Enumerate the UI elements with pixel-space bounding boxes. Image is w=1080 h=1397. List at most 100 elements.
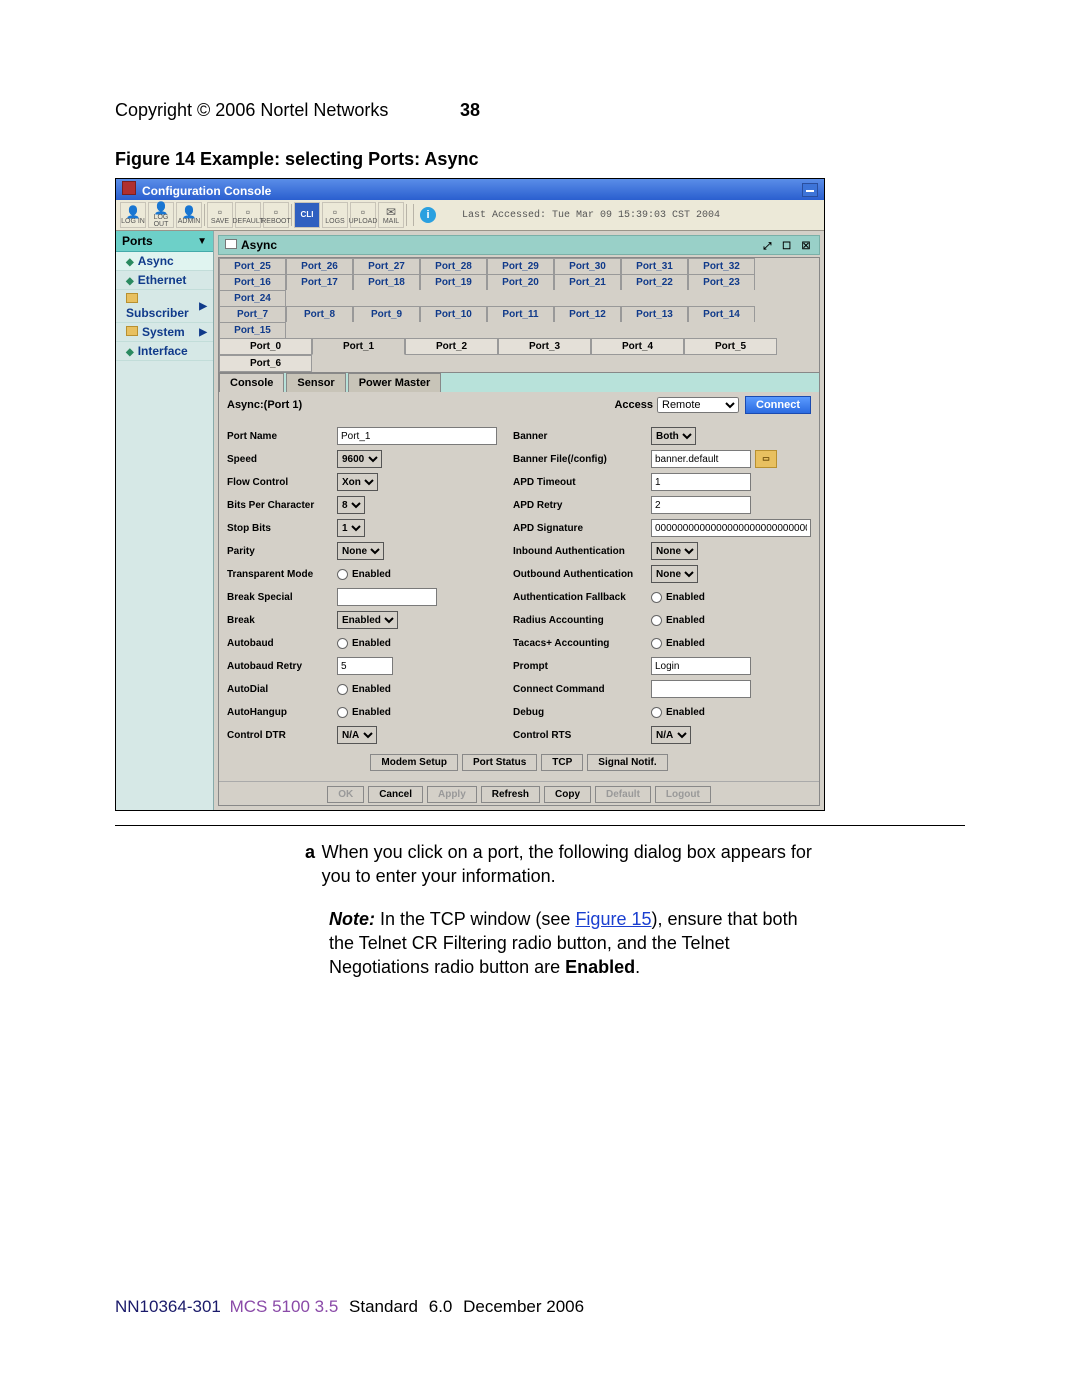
sidebar-header[interactable]: Ports ▼ bbox=[116, 231, 213, 252]
close-icon[interactable]: ☒ bbox=[799, 241, 813, 252]
toolbar-btn-default[interactable]: ▫DEFAULT bbox=[235, 202, 261, 228]
sub-tab-sensor[interactable]: Sensor bbox=[286, 373, 345, 392]
select-input[interactable]: N/A bbox=[651, 726, 691, 744]
select-input[interactable]: N/A bbox=[337, 726, 377, 744]
select-input[interactable]: Xon bbox=[337, 473, 378, 491]
field-label: Break bbox=[227, 615, 337, 626]
copy-button[interactable]: Copy bbox=[544, 786, 591, 803]
sidebar-item-label: Interface bbox=[138, 344, 188, 358]
modem-setup-button[interactable]: Modem Setup bbox=[370, 754, 458, 771]
tcp-button[interactable]: TCP bbox=[541, 754, 583, 771]
sidebar-item-system[interactable]: System▶ bbox=[116, 323, 213, 342]
select-input[interactable]: Both bbox=[651, 427, 696, 445]
sidebar-item-async[interactable]: ◆Async bbox=[116, 252, 213, 271]
toolbar-btn-upload[interactable]: ▫UPLOAD bbox=[350, 202, 376, 228]
port-tab-port_27[interactable]: Port_27 bbox=[353, 258, 420, 274]
sidebar-item-subscriber[interactable]: Subscriber▶ bbox=[116, 290, 213, 323]
port-status-button[interactable]: Port Status bbox=[462, 754, 537, 771]
toolbar-btn-mail[interactable]: ✉MAIL bbox=[378, 202, 404, 228]
select-input[interactable]: None bbox=[651, 565, 698, 583]
restore-icon[interactable]: ⤢ bbox=[760, 241, 774, 252]
port-tab-port_18[interactable]: Port_18 bbox=[353, 274, 420, 290]
minimize-icon[interactable] bbox=[802, 183, 818, 197]
text-input[interactable] bbox=[651, 657, 751, 675]
port-tab-port_21[interactable]: Port_21 bbox=[554, 274, 621, 290]
text-input[interactable] bbox=[337, 657, 393, 675]
radio-button[interactable] bbox=[337, 569, 348, 580]
port-tab-port_13[interactable]: Port_13 bbox=[621, 306, 688, 322]
port-tab-port_32[interactable]: Port_32 bbox=[688, 258, 755, 274]
port-tab-port_11[interactable]: Port_11 bbox=[487, 306, 554, 322]
port-tab-port_6[interactable]: Port_6 bbox=[219, 355, 312, 372]
connect-button[interactable]: Connect bbox=[745, 396, 811, 414]
port-tab-port_30[interactable]: Port_30 bbox=[554, 258, 621, 274]
radio-button[interactable] bbox=[651, 615, 662, 626]
port-tab-port_2[interactable]: Port_2 bbox=[405, 338, 498, 355]
port-tab-port_22[interactable]: Port_22 bbox=[621, 274, 688, 290]
port-tab-port_17[interactable]: Port_17 bbox=[286, 274, 353, 290]
port-tab-port_1[interactable]: Port_1 bbox=[312, 338, 405, 355]
port-tab-port_28[interactable]: Port_28 bbox=[420, 258, 487, 274]
toolbar-btn-logs[interactable]: ▫LOGS bbox=[322, 202, 348, 228]
sidebar-item-interface[interactable]: ◆Interface bbox=[116, 342, 213, 361]
text-input[interactable] bbox=[651, 473, 751, 491]
port-tab-port_8[interactable]: Port_8 bbox=[286, 306, 353, 322]
radio-button[interactable] bbox=[337, 684, 348, 695]
text-input[interactable] bbox=[651, 519, 811, 537]
toolbar-btn-log-in[interactable]: 👤LOG IN bbox=[120, 202, 146, 228]
port-tab-port_10[interactable]: Port_10 bbox=[420, 306, 487, 322]
access-select[interactable]: Remote bbox=[657, 397, 739, 413]
radio-button[interactable] bbox=[337, 707, 348, 718]
select-input[interactable]: None bbox=[651, 542, 698, 560]
select-input[interactable]: None bbox=[337, 542, 384, 560]
radio-label: Enabled bbox=[666, 615, 705, 626]
port-tab-port_12[interactable]: Port_12 bbox=[554, 306, 621, 322]
port-tab-port_3[interactable]: Port_3 bbox=[498, 338, 591, 355]
toolbar-btn-admin[interactable]: 👤ADMIN bbox=[176, 202, 202, 228]
field-label: Autobaud Retry bbox=[227, 661, 337, 672]
toolbar-btn-reboot[interactable]: ▫REBOOT bbox=[263, 202, 289, 228]
port-tab-port_5[interactable]: Port_5 bbox=[684, 338, 777, 355]
port-tab-port_9[interactable]: Port_9 bbox=[353, 306, 420, 322]
text-input[interactable] bbox=[651, 496, 751, 514]
text-input[interactable] bbox=[337, 588, 437, 606]
text-input[interactable] bbox=[651, 450, 751, 468]
radio-button[interactable] bbox=[651, 638, 662, 649]
refresh-button[interactable]: Refresh bbox=[481, 786, 540, 803]
select-input[interactable]: 9600 bbox=[337, 450, 382, 468]
toolbar-btn-cli[interactable]: CLI bbox=[294, 202, 320, 228]
file-browse-button[interactable]: ▭ bbox=[755, 450, 777, 468]
port-tab-port_15[interactable]: Port_15 bbox=[219, 322, 286, 338]
port-tab-port_29[interactable]: Port_29 bbox=[487, 258, 554, 274]
port-tab-port_14[interactable]: Port_14 bbox=[688, 306, 755, 322]
port-tab-port_23[interactable]: Port_23 bbox=[688, 274, 755, 290]
toolbar-btn-log-out[interactable]: 👤LOG OUT bbox=[148, 202, 174, 228]
port-tab-port_20[interactable]: Port_20 bbox=[487, 274, 554, 290]
select-input[interactable]: 8 bbox=[337, 496, 365, 514]
port-tab-port_16[interactable]: Port_16 bbox=[219, 274, 286, 290]
info-icon[interactable]: i bbox=[420, 207, 436, 223]
text-input[interactable] bbox=[651, 680, 751, 698]
port-tab-port_24[interactable]: Port_24 bbox=[219, 290, 286, 306]
sidebar-item-ethernet[interactable]: ◆Ethernet bbox=[116, 271, 213, 290]
select-input[interactable]: 1 bbox=[337, 519, 365, 537]
radio-button[interactable] bbox=[651, 592, 662, 603]
port-tab-port_4[interactable]: Port_4 bbox=[591, 338, 684, 355]
sub-tab-power-master[interactable]: Power Master bbox=[348, 373, 442, 392]
port-tab-port_19[interactable]: Port_19 bbox=[420, 274, 487, 290]
maximize-icon[interactable]: ☐ bbox=[780, 241, 794, 252]
cancel-button[interactable]: Cancel bbox=[368, 786, 423, 803]
signal-notif--button[interactable]: Signal Notif. bbox=[587, 754, 667, 771]
port-tab-port_26[interactable]: Port_26 bbox=[286, 258, 353, 274]
port-tab-port_31[interactable]: Port_31 bbox=[621, 258, 688, 274]
radio-button[interactable] bbox=[651, 707, 662, 718]
sub-tab-console[interactable]: Console bbox=[219, 373, 284, 392]
radio-button[interactable] bbox=[337, 638, 348, 649]
port-tab-port_7[interactable]: Port_7 bbox=[219, 306, 286, 322]
port-tab-port_0[interactable]: Port_0 bbox=[219, 338, 312, 355]
figure-15-link[interactable]: Figure 15 bbox=[575, 909, 651, 929]
port-tab-port_25[interactable]: Port_25 bbox=[219, 258, 286, 274]
text-input[interactable] bbox=[337, 427, 497, 445]
toolbar-btn-save[interactable]: ▫SAVE bbox=[207, 202, 233, 228]
select-input[interactable]: Enabled bbox=[337, 611, 398, 629]
